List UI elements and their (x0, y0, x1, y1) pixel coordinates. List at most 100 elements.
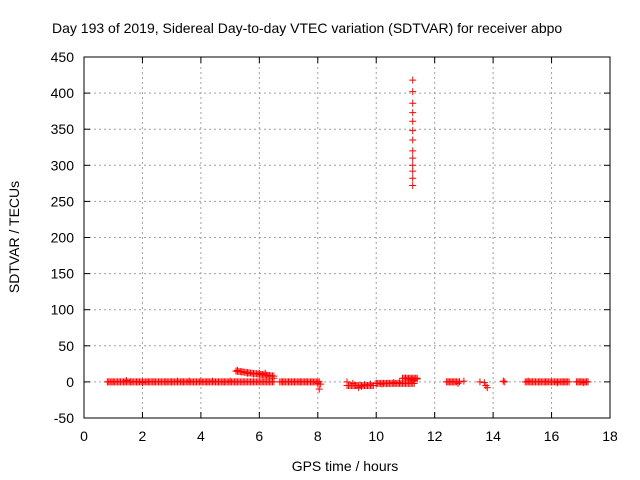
data-point (460, 377, 468, 385)
data-point (249, 370, 257, 378)
axis-ticks: 0 2 4 6 8 10 12 14 16 18 -50 0 50 100 150 200 250 300 350 4… (51, 49, 618, 444)
grid (84, 57, 610, 418)
data-point (315, 385, 323, 393)
data-point (548, 378, 556, 386)
data-point (121, 378, 129, 386)
x-tick-label: 18 (602, 428, 618, 444)
data-point (409, 376, 417, 384)
y-tick-label: 0 (66, 374, 74, 390)
data-point (226, 377, 234, 385)
y-tick-label: 250 (51, 193, 75, 209)
data-point (233, 366, 241, 374)
data-point (270, 374, 278, 382)
y-tick-label: 50 (58, 338, 74, 354)
data-point (232, 378, 240, 386)
data-point (409, 117, 417, 125)
data-point (285, 378, 293, 386)
data-point (191, 378, 199, 386)
data-point (214, 378, 222, 386)
data-point (308, 378, 316, 386)
data-point (122, 376, 130, 384)
y-axis-label: SDTVAR / TECUs (6, 181, 22, 293)
data-point (343, 378, 351, 386)
data-point (480, 379, 488, 387)
data-point (290, 378, 298, 386)
data-point (499, 377, 507, 385)
x-tick-label: 10 (368, 428, 384, 444)
data-point (409, 127, 417, 135)
data-point (156, 378, 164, 386)
data-point (220, 378, 228, 386)
x-tick-label: 0 (80, 428, 88, 444)
data-point (203, 378, 211, 386)
data-point (409, 136, 417, 144)
data-point (361, 381, 369, 389)
data-point (409, 161, 417, 169)
y-tick-label: 400 (51, 85, 75, 101)
data-point (258, 371, 266, 379)
data-point (409, 76, 417, 84)
data-point (209, 377, 217, 385)
data-point (454, 379, 462, 387)
data-point (261, 369, 269, 377)
data-point (109, 378, 117, 386)
data-point (409, 182, 417, 190)
data-point (409, 154, 417, 162)
data-point (317, 380, 325, 388)
data-point (302, 378, 310, 386)
data-point (410, 376, 418, 384)
x-tick-label: 8 (314, 428, 322, 444)
data-point (144, 378, 152, 386)
data-point (366, 380, 374, 388)
data-point (168, 378, 176, 386)
y-tick-label: 450 (51, 49, 75, 65)
x-tick-label: 4 (197, 428, 205, 444)
data-point (150, 378, 158, 386)
x-tick-label: 6 (255, 428, 263, 444)
data-point (401, 374, 409, 382)
data-point (530, 378, 538, 386)
data-point (409, 109, 417, 117)
data-point (197, 377, 205, 385)
data-point (409, 99, 417, 107)
data-point (133, 378, 141, 386)
data-point (127, 378, 135, 386)
data-point (244, 369, 252, 377)
data-points (103, 76, 592, 393)
data-point (562, 378, 570, 386)
data-point (185, 377, 193, 385)
y-tick-label: 150 (51, 266, 75, 282)
data-point (296, 378, 304, 386)
data-point (524, 377, 532, 385)
data-point (378, 380, 386, 388)
data-point (279, 378, 287, 386)
x-tick-label: 2 (139, 428, 147, 444)
data-point (363, 382, 371, 390)
y-tick-label: 350 (51, 121, 75, 137)
y-tick-label: 100 (51, 302, 75, 318)
data-point (536, 378, 544, 386)
data-point (355, 384, 363, 392)
chart-title: Day 193 of 2019, Sidereal Day-to-day VTE… (52, 20, 562, 36)
data-point (413, 375, 421, 383)
data-point (553, 379, 561, 387)
data-point (501, 378, 509, 386)
data-point (476, 378, 484, 386)
data-point (409, 147, 417, 155)
data-point (115, 378, 123, 386)
data-point (255, 369, 263, 377)
data-point (409, 88, 417, 96)
x-tick-label: 14 (485, 428, 501, 444)
data-point (174, 377, 182, 385)
data-point (358, 382, 366, 390)
data-point (384, 379, 392, 387)
y-tick-label: -50 (54, 410, 74, 426)
data-point (580, 379, 588, 387)
y-tick-label: 300 (51, 157, 75, 173)
data-point (396, 379, 404, 387)
data-point (162, 378, 170, 386)
x-axis-label: GPS time / hours (292, 458, 399, 474)
data-point (483, 384, 491, 392)
data-point (583, 378, 591, 386)
